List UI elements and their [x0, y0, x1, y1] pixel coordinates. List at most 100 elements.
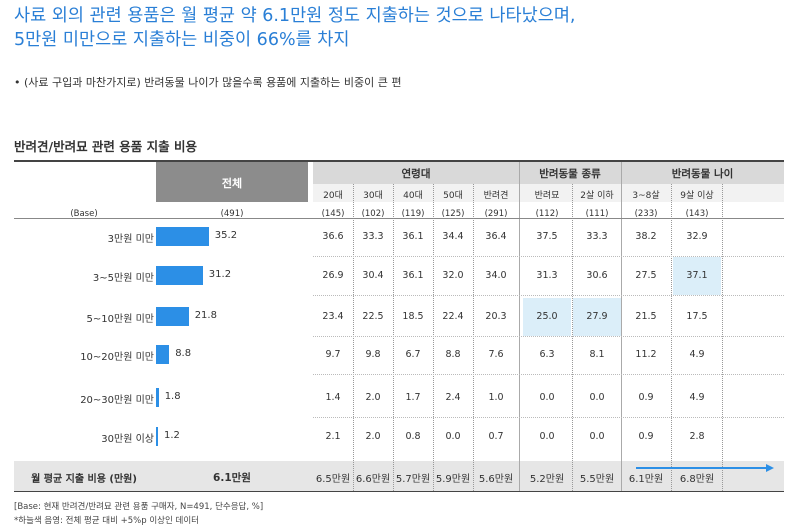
highlight-cell: [573, 298, 621, 336]
bar-1: [156, 266, 203, 285]
row-label: 10~20만원 미만: [80, 352, 154, 363]
subcol-header: 9살 이상: [680, 191, 714, 201]
row-value: 36.6: [322, 231, 344, 242]
bar-0: [156, 227, 209, 246]
row-value: 31.3: [536, 270, 558, 281]
row-label: 30만원 이상: [101, 434, 154, 445]
row-value: 8.8: [445, 349, 461, 360]
row-value: 34.4: [442, 231, 464, 242]
row-label: 3~5만원 미만: [92, 273, 154, 284]
subcol-header: 반려견: [483, 191, 509, 201]
subcol-header: 40대: [403, 191, 423, 201]
row-value: 8.1: [589, 349, 605, 360]
row-value: 22.5: [362, 311, 384, 322]
row-value: 33.3: [586, 231, 608, 242]
row-value: 0.0: [539, 392, 555, 403]
row-value: 0.7: [488, 431, 504, 442]
row-value: 0.0: [589, 392, 605, 403]
col-divider: [393, 184, 394, 491]
title-line-1: 사료 외의 관련 용품은 월 평균 약 6.1만원 정도 지출하는 것으로 나타…: [14, 6, 576, 26]
base-total: (491): [220, 209, 244, 219]
row-total: 31.2: [208, 269, 232, 280]
row-value: 17.5: [686, 311, 708, 322]
group-header-bg: [313, 162, 784, 184]
row-value: 2.4: [445, 392, 461, 403]
row-value: 32.9: [686, 231, 708, 242]
row-value: 26.9: [322, 270, 344, 281]
col-divider: [572, 184, 573, 491]
row-total: 8.8: [175, 348, 192, 359]
row-value: 0.0: [539, 431, 555, 442]
row-value: 25.0: [536, 311, 558, 322]
row-value: 6.3: [539, 349, 555, 360]
total-header-bg: [156, 162, 308, 202]
row-value: 7.6: [488, 349, 504, 360]
row-value: 4.9: [689, 392, 705, 403]
base-value: (119): [401, 209, 425, 219]
row-value: 23.4: [322, 311, 344, 322]
table-subtitle: 반려견/반려묘 관련 용품 지출 비용: [14, 139, 197, 154]
row-total: 1.2: [164, 430, 180, 441]
row-value: 0.9: [638, 431, 654, 442]
group-divider: [621, 162, 622, 491]
row-value: 37.5: [536, 231, 558, 242]
base-value: (233): [634, 209, 658, 219]
row-label: 5~10만원 미만: [86, 314, 154, 325]
page-title: 사료 외의 관련 용품은 월 평균 약 6.1만원 정도 지출하는 것으로 나타…: [14, 4, 575, 52]
trend-arrow-head: [766, 464, 774, 472]
base-value: (145): [321, 209, 345, 219]
avg-value: 5.6만원: [478, 474, 514, 485]
base-value: (143): [685, 209, 709, 219]
avg-value: 6.8만원: [679, 474, 715, 485]
row-value: 22.4: [442, 311, 464, 322]
row-value: 1.7: [405, 392, 421, 403]
bar-4: [156, 388, 159, 407]
table-top-rule: [14, 160, 784, 162]
bar-2: [156, 307, 189, 326]
row-value: 11.2: [635, 349, 657, 360]
col-divider: [353, 184, 354, 491]
avg-row-bg: [14, 461, 784, 491]
base-value: (102): [361, 209, 385, 219]
subcol-header: 50대: [443, 191, 463, 201]
row-value: 27.9: [586, 311, 608, 322]
bullet-note: • (사료 구입과 마찬가지로) 반려동물 나이가 많을수록 용품에 지출하는 …: [14, 76, 402, 89]
row-value: 1.0: [488, 392, 504, 403]
subcol-header: 2살 이하: [580, 191, 614, 201]
row-label: 3만원 미만: [107, 234, 154, 245]
row-value: 36.1: [402, 270, 424, 281]
row-value: 18.5: [402, 311, 424, 322]
row-value: 30.6: [586, 270, 608, 281]
row-value: 2.8: [689, 431, 705, 442]
row-value: 38.2: [635, 231, 657, 242]
row-value: 36.1: [402, 231, 424, 242]
row-rule: [313, 256, 784, 257]
row-total: 21.8: [194, 310, 217, 321]
table-bottom-rule: [14, 491, 784, 492]
subcol-header: 반려묘: [534, 191, 560, 201]
bar-5: [156, 427, 158, 446]
row-total: 35.2: [214, 230, 238, 241]
avg-label: 월 평균 지출 비용 (만원): [31, 474, 137, 485]
row-label: 20~30만원 미만: [80, 395, 154, 406]
subcol-header: 30대: [363, 191, 383, 201]
title-line-2: 5만원 미만으로 지출하는 비중이 66%를 차지: [14, 30, 350, 50]
col-divider: [671, 184, 672, 491]
row-rule: [313, 295, 784, 296]
col-divider: [433, 184, 434, 491]
row-value: 0.0: [445, 431, 461, 442]
row-value: 2.1: [325, 431, 341, 442]
row-value: 2.0: [365, 431, 381, 442]
row-value: 1.4: [325, 392, 341, 403]
total-header: 전체: [221, 177, 243, 190]
avg-value: 5.9만원: [435, 474, 471, 485]
row-value: 0.9: [638, 392, 654, 403]
avg-value: 5.2만원: [529, 474, 565, 485]
avg-value: 6.1만원: [628, 474, 664, 485]
group-header: 연령대: [401, 168, 431, 180]
avg-value: 5.5만원: [579, 474, 615, 485]
row-value: 21.5: [635, 311, 657, 322]
row-value: 36.4: [485, 231, 507, 242]
group-divider: [519, 162, 520, 491]
row-rule: [313, 417, 784, 418]
